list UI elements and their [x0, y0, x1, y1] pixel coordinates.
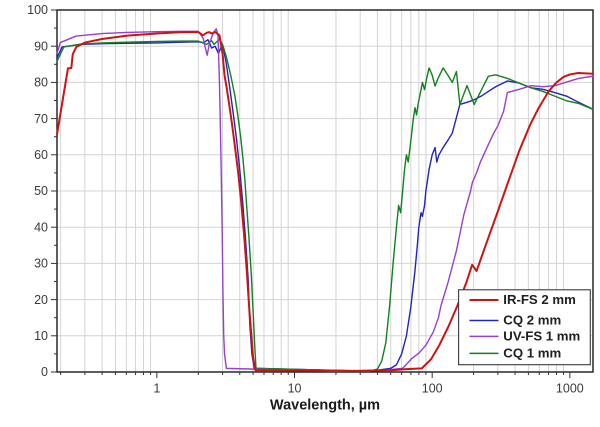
svg-text:IR-FS 2 mm: IR-FS 2 mm [503, 292, 576, 307]
svg-text:60: 60 [34, 148, 48, 162]
svg-text:30: 30 [34, 257, 48, 271]
svg-text:20: 20 [34, 293, 48, 307]
svg-text:CQ 1 mm: CQ 1 mm [503, 346, 561, 361]
svg-text:Wavelength, µm: Wavelength, µm [270, 398, 380, 414]
svg-text:UV-FS 1 mm: UV-FS 1 mm [503, 329, 580, 344]
svg-text:80: 80 [34, 76, 48, 90]
svg-text:1000: 1000 [556, 382, 584, 396]
svg-text:90: 90 [34, 39, 48, 53]
svg-text:50: 50 [34, 184, 48, 198]
svg-text:40: 40 [34, 220, 48, 234]
svg-text:1: 1 [153, 382, 160, 396]
svg-text:0: 0 [41, 365, 48, 379]
svg-text:10: 10 [34, 329, 48, 343]
svg-text:10: 10 [288, 382, 302, 396]
svg-text:100: 100 [422, 382, 443, 396]
svg-text:70: 70 [34, 112, 48, 126]
svg-text:100: 100 [27, 3, 48, 17]
svg-text:CQ 2 mm: CQ 2 mm [503, 313, 561, 328]
